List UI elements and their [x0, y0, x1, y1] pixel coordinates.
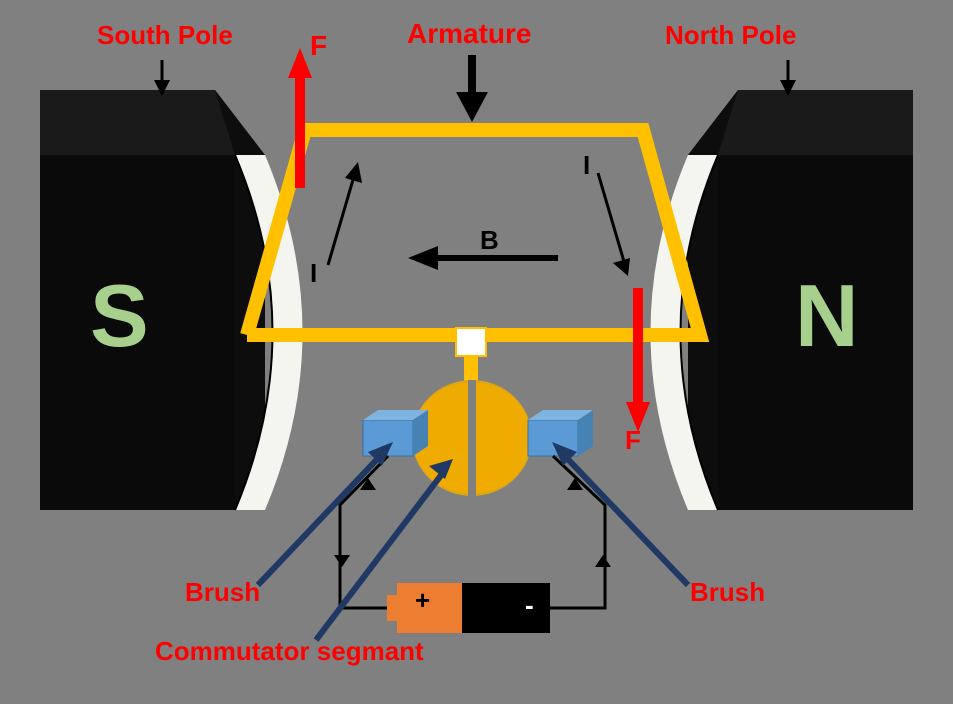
- commutator-label: Commutator segmant: [155, 636, 424, 667]
- current-i-right-label: I: [583, 150, 590, 181]
- n-letter: N: [795, 265, 859, 367]
- diagram-canvas: South Pole Armature North Pole F F I I B…: [0, 0, 953, 704]
- north-pole-label: North Pole: [665, 20, 796, 51]
- s-letter: S: [90, 265, 149, 367]
- current-arrow-right: [598, 173, 630, 276]
- armature-pointer: [456, 55, 488, 122]
- current-i-left-label: I: [310, 258, 317, 289]
- force-f-down-label: F: [625, 425, 641, 456]
- battery-minus: -: [525, 590, 534, 621]
- force-f-up-label: F: [310, 30, 327, 62]
- armature-label: Armature: [407, 18, 531, 50]
- brush-left-label: Brush: [185, 577, 260, 608]
- commutator: [412, 380, 532, 496]
- brush-right-label: Brush: [690, 577, 765, 608]
- force-arrow-down: [626, 288, 650, 432]
- current-arrow-left: [328, 162, 362, 265]
- b-field-label: B: [480, 225, 499, 256]
- brush-right-pointer: [552, 442, 688, 585]
- battery-plus: +: [415, 585, 430, 616]
- south-pole-label: South Pole: [97, 20, 233, 51]
- brush-left: [363, 410, 428, 456]
